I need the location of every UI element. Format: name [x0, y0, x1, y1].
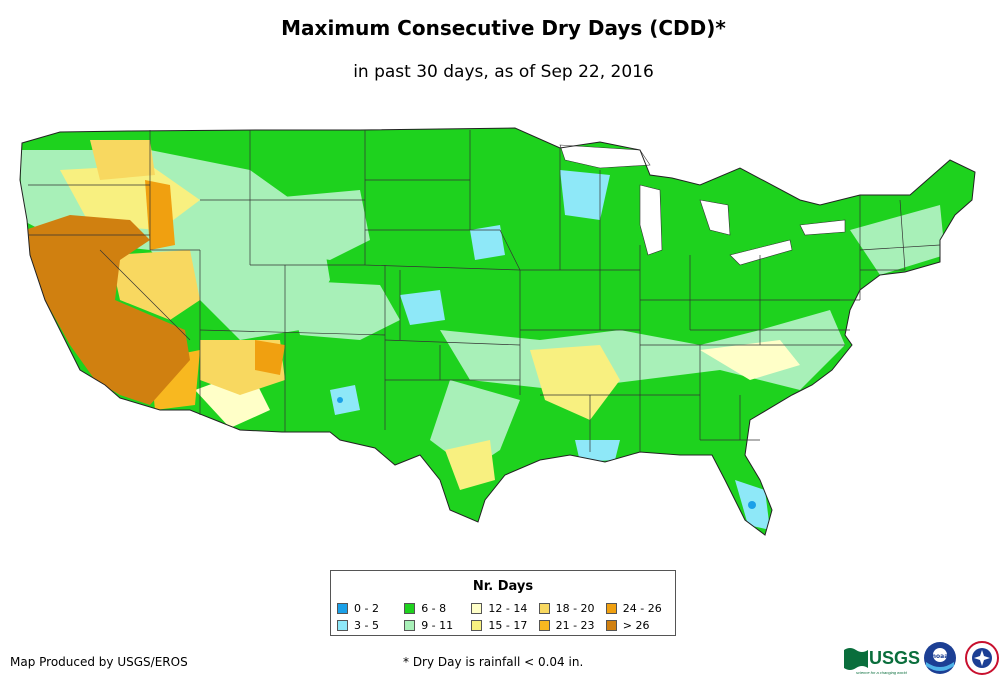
- map-title: Maximum Consecutive Dry Days (CDD)*: [281, 16, 726, 40]
- cdd-raster: [20, 128, 975, 535]
- nws-star-icon: [974, 650, 990, 666]
- lake-erie: [729, 239, 793, 266]
- usgs-wordmark: USGS: [869, 648, 920, 668]
- legend-label: 21 - 23: [555, 619, 595, 632]
- legend-item: 18 - 20: [538, 601, 606, 616]
- legend-label: 6 - 8: [421, 602, 447, 615]
- legend-label: 24 - 26: [622, 602, 662, 615]
- region-south-texas-15-17: [445, 440, 495, 490]
- region-washington-18-20: [90, 140, 155, 180]
- legend-swatch: [538, 603, 550, 614]
- region-idaho-24-26: [145, 180, 175, 250]
- region-nebraska-3-5: [470, 225, 505, 260]
- legend-swatch: [605, 620, 617, 631]
- legend: Nr. Days 0 - 2 6 - 8 12 - 14 18 - 20 24 …: [330, 570, 676, 636]
- region-kansas-3-5: [400, 290, 445, 325]
- us-cdd-map: [19, 127, 976, 536]
- noaa-wordmark: noaa: [932, 653, 949, 660]
- region-colorado-9-11: [285, 280, 400, 340]
- legend-item: 24 - 26: [605, 601, 673, 616]
- nws-logo: [965, 641, 999, 675]
- legend-item: 9 - 11: [404, 618, 471, 633]
- great-lakes: [559, 144, 846, 266]
- legend-swatch: [605, 603, 617, 614]
- legend-item: 0 - 2: [337, 601, 404, 616]
- legend-item: 12 - 14: [471, 601, 538, 616]
- noaa-wave-icon: [926, 662, 954, 671]
- usgs-logo: USGS science for a changing world: [844, 648, 920, 675]
- legend-item: > 26: [605, 618, 673, 633]
- us-outline: [19, 127, 976, 536]
- usgs-wave-icon: [844, 648, 868, 670]
- region-texas-9-11: [430, 380, 520, 470]
- region-nm-0-2: [337, 397, 343, 403]
- legend-swatch: [404, 620, 416, 631]
- usgs-tagline: science for a changing world: [856, 670, 907, 675]
- region-louisiana-3-5: [575, 440, 620, 462]
- lake-ontario: [799, 219, 846, 236]
- legend-label: 0 - 2: [354, 602, 379, 615]
- legend-grid: 0 - 2 6 - 8 12 - 14 18 - 20 24 - 26 3 - …: [337, 601, 673, 633]
- legend-item: 15 - 17: [471, 618, 538, 633]
- legend-label: 9 - 11: [421, 619, 454, 632]
- legend-swatch: [538, 620, 550, 631]
- legend-item: 21 - 23: [538, 618, 606, 633]
- legend-label: 18 - 20: [555, 602, 595, 615]
- region-arkansas-15-17: [530, 345, 620, 420]
- region-florida-0-2: [748, 501, 756, 509]
- credit-text: Map Produced by USGS/EROS: [10, 655, 188, 669]
- legend-swatch: [337, 620, 348, 631]
- legend-title: Nr. Days: [472, 579, 534, 594]
- legend-swatch: [471, 620, 483, 631]
- map-subtitle: in past 30 days, as of Sep 22, 2016: [353, 62, 654, 82]
- legend-label: 15 - 17: [488, 619, 528, 632]
- region-california-over-26: [25, 215, 190, 405]
- region-minnesota-3-5: [560, 170, 610, 220]
- legend-swatch: [471, 603, 483, 614]
- region-carolina-12-14: [700, 340, 800, 380]
- region-utah-24-26: [255, 340, 285, 375]
- noaa-logo: noaa: [924, 642, 956, 674]
- legend-item: 6 - 8: [404, 601, 471, 616]
- legend-label: 12 - 14: [488, 602, 528, 615]
- legend-item: 3 - 5: [337, 618, 404, 633]
- legend-label: > 26: [622, 619, 650, 632]
- region-nm-3-5: [330, 385, 360, 415]
- agency-logos: USGS science for a changing world noaa: [844, 641, 999, 675]
- region-northeast-9-11: [850, 205, 945, 275]
- state-boundaries: [28, 130, 941, 452]
- lake-huron: [699, 199, 731, 236]
- region-nevada-18-20: [110, 250, 200, 320]
- region-wyoming-9-11: [250, 190, 370, 260]
- noaa-bird-icon: [933, 648, 947, 662]
- legend-swatch: [337, 603, 348, 614]
- legend-swatch: [404, 603, 416, 614]
- dry-day-note: * Dry Day is rainfall < 0.04 in.: [403, 655, 584, 669]
- lake-michigan: [639, 184, 663, 256]
- lake-superior: [559, 144, 651, 169]
- legend-label: 3 - 5: [354, 619, 379, 632]
